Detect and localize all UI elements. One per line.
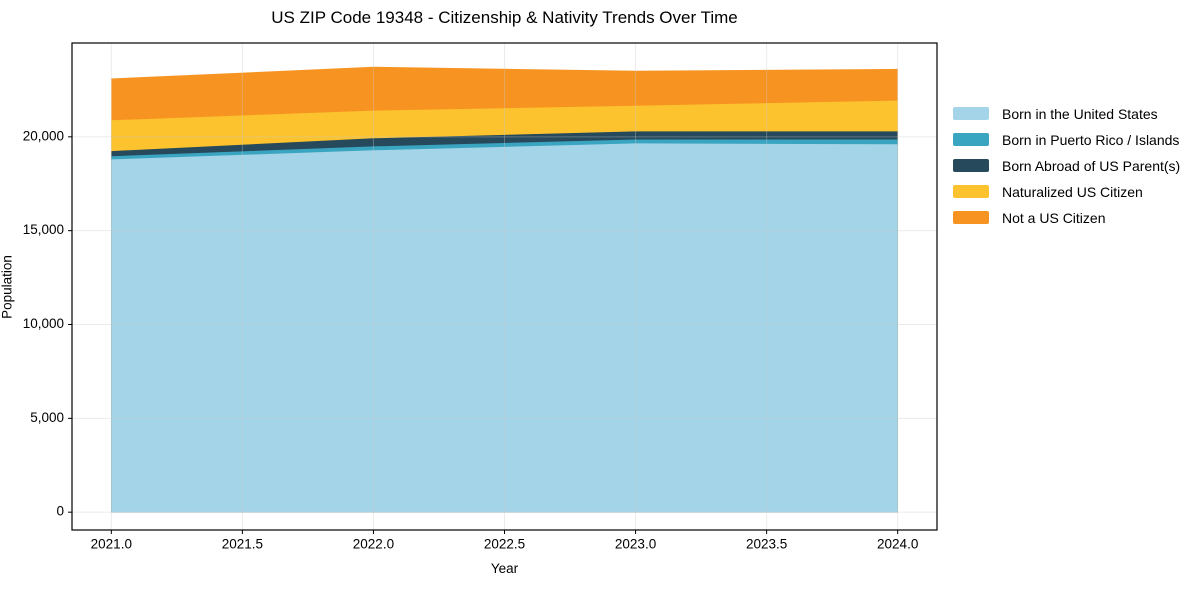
legend: Born in the United States Born in Puerto … bbox=[953, 104, 1180, 227]
legend-label: Born in the United States bbox=[1002, 105, 1158, 122]
legend-item-born-abroad-of-us-parent-s: Born Abroad of US Parent(s) bbox=[953, 156, 1180, 175]
y-tick-label: 5,000 bbox=[30, 410, 64, 425]
x-axis-label: Year bbox=[490, 561, 519, 576]
legend-swatch-icon bbox=[953, 211, 989, 224]
legend-label: Born Abroad of US Parent(s) bbox=[1002, 157, 1181, 174]
legend-item-not-a-us-citizen: Not a US Citizen bbox=[953, 208, 1180, 227]
x-tick-label: 2024.0 bbox=[877, 537, 918, 552]
x-tick-label: 2023.0 bbox=[615, 537, 656, 552]
legend-item-born-in-the-united-states: Born in the United States bbox=[953, 104, 1180, 123]
y-tick-label: 10,000 bbox=[23, 316, 64, 331]
x-tick-label: 2021.5 bbox=[222, 537, 263, 552]
area-born-in-the-united-states bbox=[111, 143, 898, 513]
y-tick-label: 15,000 bbox=[23, 222, 64, 237]
legend-item-born-in-puerto-rico-islands: Born in Puerto Rico / Islands bbox=[953, 130, 1180, 149]
y-tick-label: 0 bbox=[56, 504, 64, 519]
x-tick-label: 2021.0 bbox=[91, 537, 132, 552]
legend-swatch-icon bbox=[953, 107, 989, 120]
x-tick-label: 2023.5 bbox=[746, 537, 787, 552]
legend-swatch-icon bbox=[953, 185, 989, 198]
legend-label: Naturalized US Citizen bbox=[1002, 183, 1143, 200]
legend-item-naturalized-us-citizen: Naturalized US Citizen bbox=[953, 182, 1180, 201]
legend-label: Born in Puerto Rico / Islands bbox=[1002, 131, 1180, 148]
legend-swatch-icon bbox=[953, 133, 989, 146]
x-tick-label: 2022.0 bbox=[353, 537, 394, 552]
legend-swatch-icon bbox=[953, 159, 989, 172]
chart-title: US ZIP Code 19348 - Citizenship & Nativi… bbox=[271, 8, 738, 27]
x-tick-label: 2022.5 bbox=[484, 537, 525, 552]
y-axis-label: Population bbox=[0, 255, 15, 319]
legend-label: Not a US Citizen bbox=[1002, 209, 1106, 226]
y-tick-label: 20,000 bbox=[23, 128, 64, 143]
